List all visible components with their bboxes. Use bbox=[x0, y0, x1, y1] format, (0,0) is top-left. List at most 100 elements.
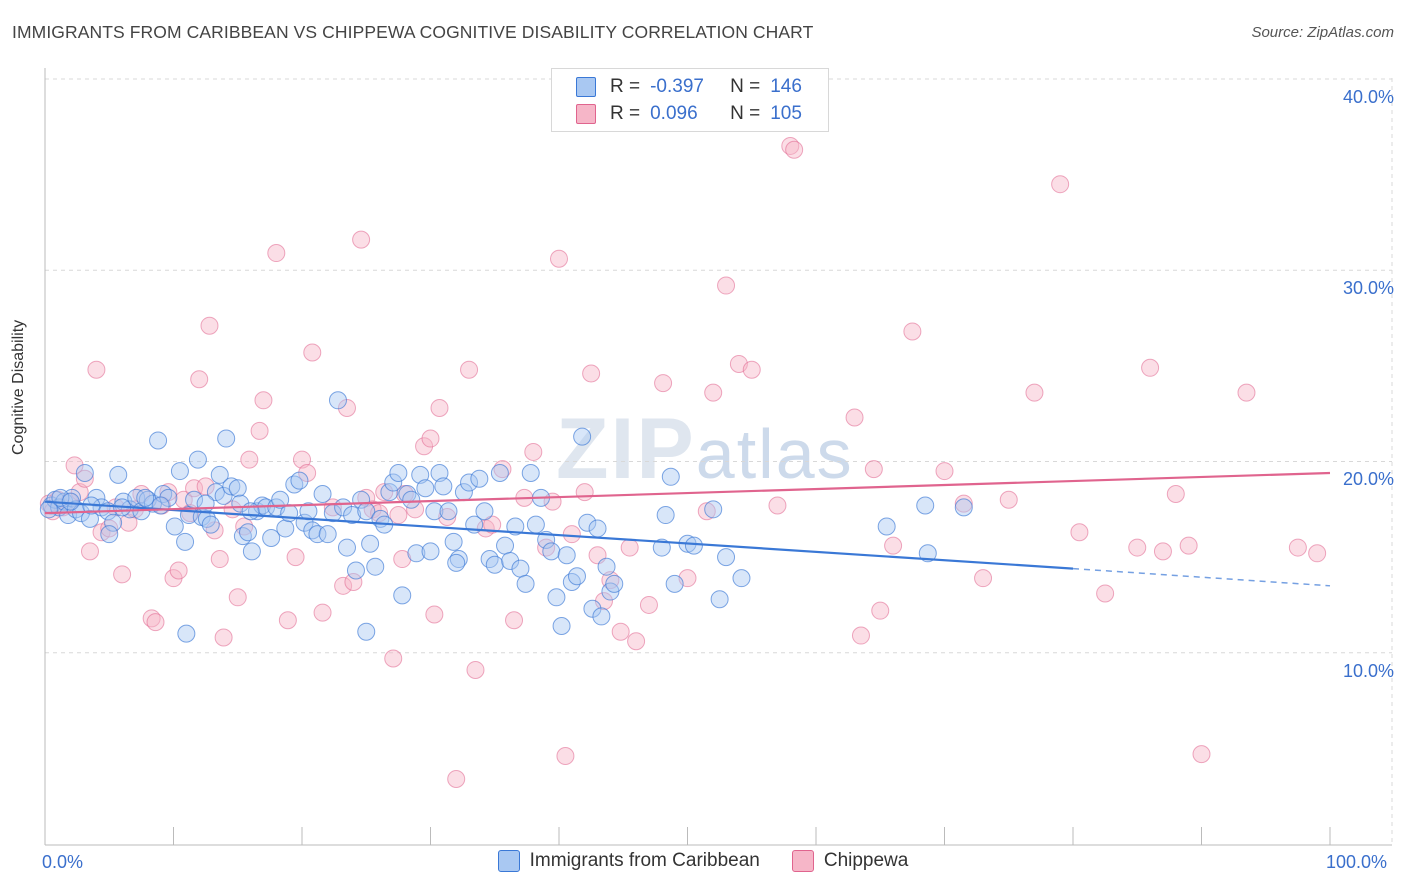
caribbean-point bbox=[242, 542, 261, 561]
chippewa-point bbox=[75, 469, 94, 488]
caribbean-point bbox=[214, 486, 233, 505]
series-legend: Immigrants from Caribbean Chippewa bbox=[0, 850, 1406, 872]
legend-item-caribbean[interactable]: Immigrants from Caribbean bbox=[497, 850, 760, 872]
caribbean-point bbox=[416, 479, 435, 498]
caribbean-point bbox=[652, 538, 671, 557]
watermark-atlas: atlas bbox=[695, 415, 854, 493]
legend-r-value: 0.096 bbox=[650, 103, 698, 124]
stats-legend: R = -0.397 N = 146 R = 0.096 N = 105 bbox=[551, 68, 829, 132]
chippewa-point bbox=[65, 456, 84, 475]
caribbean-point bbox=[490, 463, 509, 482]
caribbean-point bbox=[434, 477, 453, 496]
caribbean-point bbox=[276, 519, 295, 538]
caribbean-point bbox=[210, 465, 229, 484]
caribbean-point bbox=[583, 599, 602, 618]
chippewa-point bbox=[228, 588, 247, 607]
caribbean-point bbox=[954, 498, 973, 517]
legend-r-label: R = bbox=[610, 103, 641, 124]
caribbean-point bbox=[460, 473, 479, 492]
caribbean-point bbox=[80, 509, 99, 528]
chippewa-point bbox=[384, 649, 403, 668]
chippewa-point bbox=[1051, 175, 1070, 194]
chart-title: IMMIGRANTS FROM CARIBBEAN VS CHIPPEWA CO… bbox=[12, 22, 814, 42]
caribbean-point bbox=[421, 542, 440, 561]
chippewa-point bbox=[556, 747, 575, 766]
chippewa-point bbox=[303, 343, 322, 362]
y-tick-20: 20.0% bbox=[1342, 469, 1394, 489]
caribbean-point bbox=[136, 488, 155, 507]
chippewa-point bbox=[627, 632, 646, 651]
caribbean-point bbox=[588, 519, 607, 538]
legend-n-value: 105 bbox=[770, 103, 802, 124]
caribbean-point bbox=[665, 574, 684, 593]
trend-lines bbox=[44, 471, 1331, 587]
caribbean-point bbox=[151, 496, 170, 515]
caribbean-point bbox=[592, 607, 611, 626]
chippewa-point bbox=[864, 460, 883, 479]
chippewa-point bbox=[344, 572, 363, 591]
chippewa-point bbox=[293, 450, 311, 469]
chippewa-point bbox=[389, 506, 408, 525]
caribbean-point bbox=[239, 523, 258, 542]
caribbean-point bbox=[447, 553, 466, 572]
caribbean-point bbox=[222, 477, 241, 496]
legend-item-chippewa[interactable]: Chippewa bbox=[791, 850, 908, 872]
caribbean-point bbox=[506, 517, 525, 536]
chippewa-point bbox=[1096, 584, 1115, 603]
caribbean-point bbox=[501, 551, 520, 570]
chippewa-point bbox=[1166, 485, 1185, 504]
chippewa-point bbox=[1192, 745, 1211, 764]
legend-n-label: N = bbox=[730, 103, 761, 124]
caribbean-point bbox=[516, 574, 535, 593]
legend-swatch-pink bbox=[576, 104, 596, 124]
caribbean-point bbox=[407, 544, 426, 563]
caribbean-point bbox=[271, 490, 290, 509]
legend-swatch-blue bbox=[576, 77, 596, 97]
caribbean-point bbox=[567, 567, 586, 586]
chippewa-point bbox=[1237, 383, 1256, 402]
chippewa-point bbox=[286, 548, 305, 567]
chippewa-point bbox=[466, 660, 485, 679]
chippewa-point bbox=[611, 622, 630, 641]
caribbean-point bbox=[337, 538, 356, 557]
caribbean-point bbox=[393, 586, 412, 605]
caribbean-point bbox=[201, 515, 220, 534]
caribbean-point bbox=[439, 502, 458, 521]
caribbean-point bbox=[188, 450, 207, 469]
axes bbox=[44, 68, 1392, 846]
chippewa-point bbox=[974, 569, 993, 588]
chippewa-point bbox=[550, 249, 568, 268]
chippewa-point bbox=[742, 360, 761, 379]
caribbean-point bbox=[710, 590, 729, 609]
chippewa-point bbox=[421, 429, 440, 448]
caribbean-point bbox=[159, 488, 178, 507]
chippewa-point bbox=[1025, 383, 1044, 402]
chippewa-point bbox=[113, 565, 132, 584]
chippewa-point bbox=[1288, 538, 1307, 557]
chippewa-point bbox=[845, 408, 864, 427]
legend-row-chippewa: R = 0.096 N = 105 bbox=[576, 102, 802, 126]
caribbean-point bbox=[918, 544, 937, 563]
caribbean-point bbox=[547, 588, 566, 607]
watermark: ZIPatlas bbox=[556, 400, 854, 499]
caribbean-point bbox=[573, 427, 592, 446]
watermark-zip: ZIP bbox=[556, 401, 696, 497]
chippewa-point bbox=[903, 322, 922, 341]
caribbean-point bbox=[704, 500, 723, 519]
chippewa-point bbox=[1070, 523, 1089, 542]
caribbean-point bbox=[684, 536, 703, 555]
chippewa-point bbox=[1308, 544, 1327, 563]
chippewa-point bbox=[267, 244, 286, 263]
chippewa-point bbox=[785, 140, 804, 159]
y-tick-40: 40.0% bbox=[1342, 87, 1394, 107]
caribbean-trend-line bbox=[44, 500, 1074, 570]
caribbean-point bbox=[346, 561, 365, 580]
y-tick-30: 30.0% bbox=[1342, 278, 1394, 298]
caribbean-point bbox=[597, 557, 616, 576]
chippewa-point bbox=[871, 601, 890, 620]
chippewa-point bbox=[460, 360, 479, 379]
caribbean-point bbox=[562, 572, 581, 591]
legend-swatch-blue bbox=[497, 850, 520, 872]
chippewa-point bbox=[620, 538, 639, 557]
